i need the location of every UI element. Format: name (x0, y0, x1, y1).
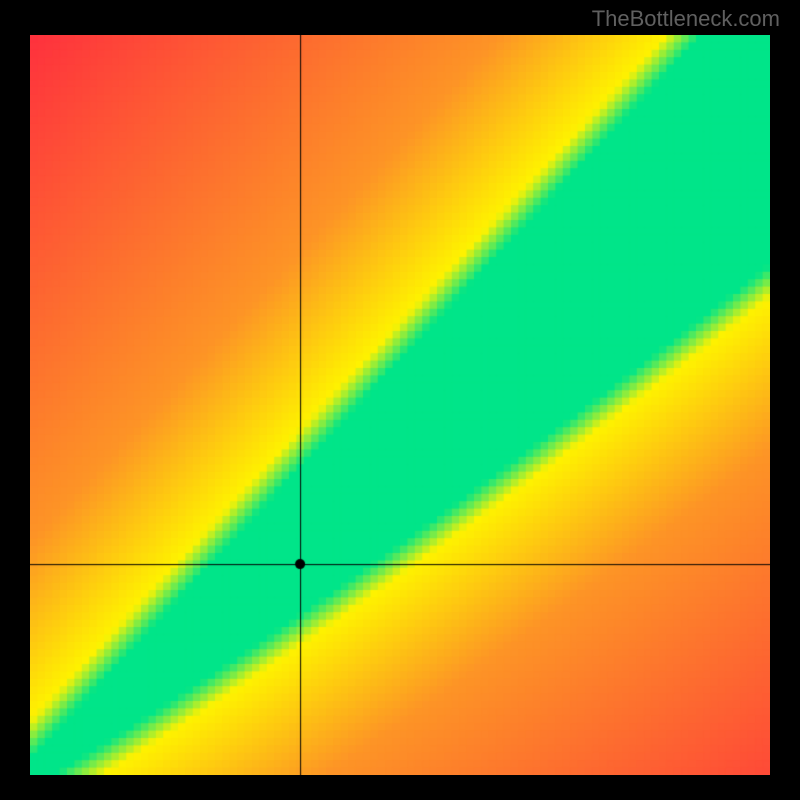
chart-container: TheBottleneck.com (0, 0, 800, 800)
heatmap-canvas (30, 35, 770, 775)
watermark-label: TheBottleneck.com (592, 6, 780, 32)
heatmap-wrap (30, 35, 770, 775)
